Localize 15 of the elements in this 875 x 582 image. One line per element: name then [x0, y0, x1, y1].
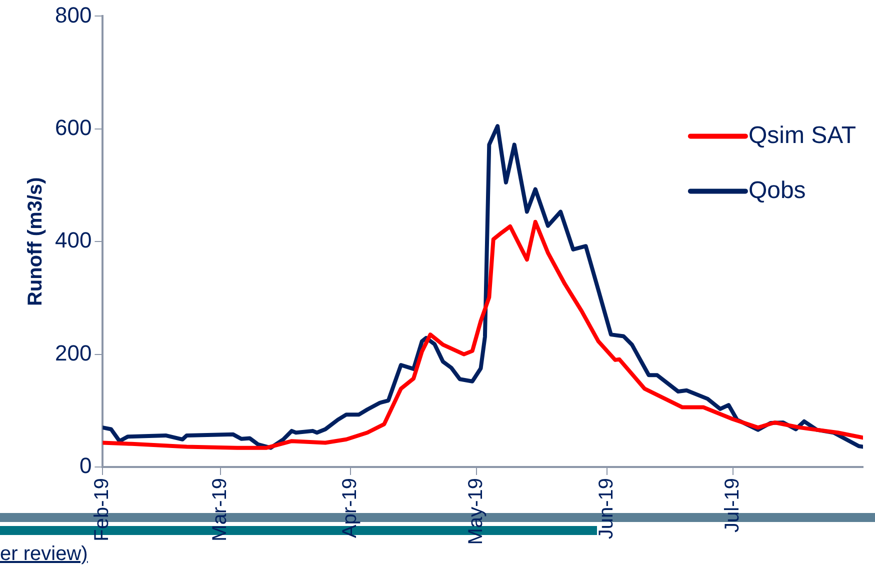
- legend-label: Qsim SAT: [748, 122, 856, 149]
- text: er review): [0, 543, 88, 566]
- legend-label: Qobs: [748, 176, 806, 204]
- x-tick-label: Jun-19: [595, 478, 618, 540]
- y-tick-label: 600: [54, 114, 92, 140]
- x-tick-label: Mar-19: [208, 478, 231, 542]
- x-tick-label: Jul-19: [721, 478, 744, 532]
- y-tick-label: 800: [54, 2, 92, 28]
- x-tick-label: May-19: [465, 478, 488, 545]
- x-tick-label: Feb-19: [91, 478, 114, 542]
- y-tick-label: 400: [54, 228, 92, 253]
- y-axis-title: Runoff (m3/s): [24, 177, 47, 306]
- y-tick-label: 0: [79, 453, 92, 478]
- y-tick-label: 200: [54, 340, 92, 366]
- x-tick-label: Apr-19: [339, 478, 362, 538]
